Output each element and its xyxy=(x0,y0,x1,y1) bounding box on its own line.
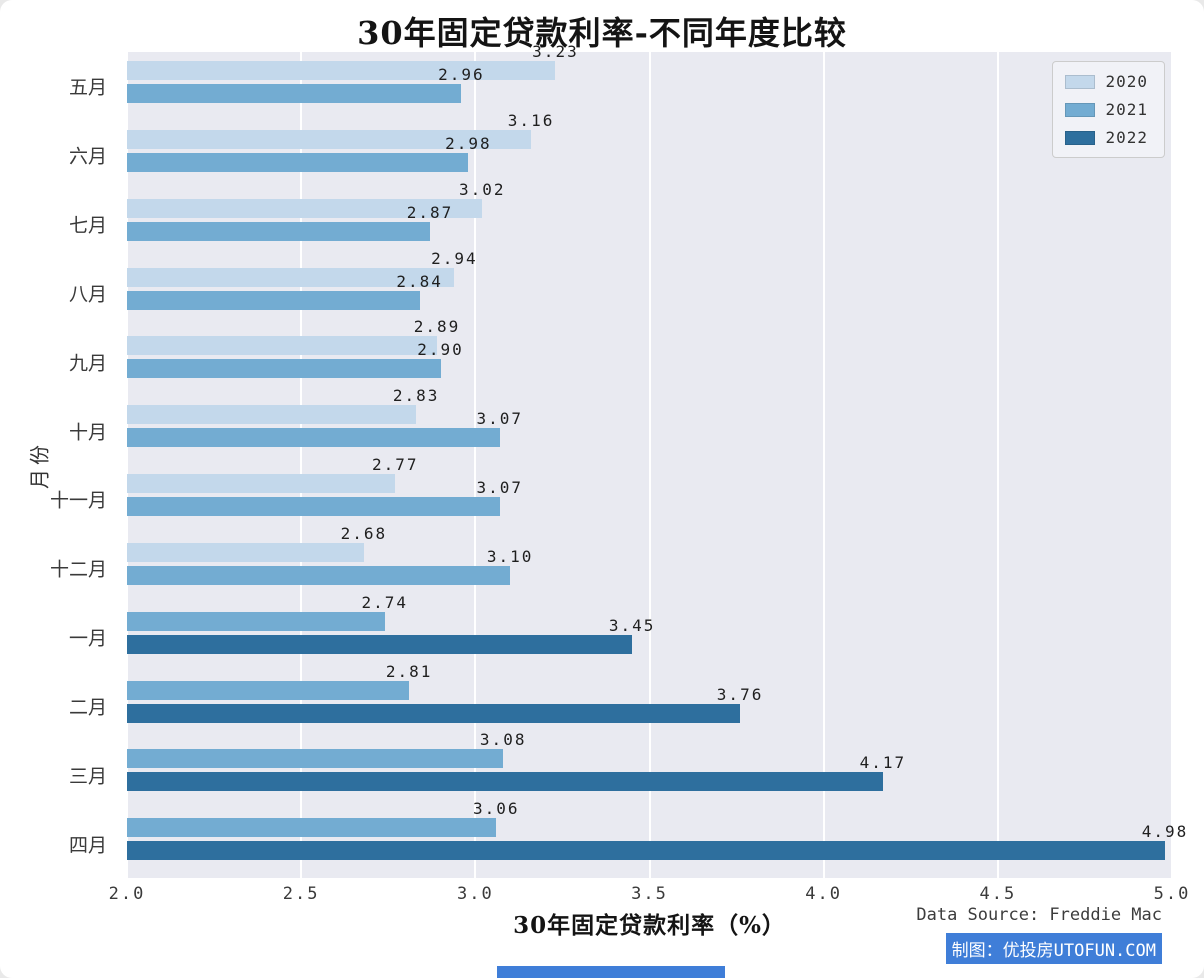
bar-value-label: 3.16 xyxy=(507,110,555,130)
bar-value-label: 3.10 xyxy=(486,546,534,566)
legend-entry-2022: 2022 xyxy=(1065,128,1148,147)
bar-2021-四月 xyxy=(127,818,497,838)
bar-value-label: 2.98 xyxy=(445,133,492,153)
x-axis-tick-row: 2.0 2.5 3.0 3.5 4.0 4.5 5.0 xyxy=(109,884,1189,910)
y-tick-label: 九月 xyxy=(68,352,107,375)
bar-value-label: 2.83 xyxy=(392,386,440,406)
bar-value-label: 3.07 xyxy=(476,478,523,497)
bar-2021-七月 xyxy=(127,221,431,241)
y-tick-label: 十一月 xyxy=(49,489,107,512)
bar-2021-十月 xyxy=(127,428,500,448)
x-tick-label: 4.0 xyxy=(805,884,843,904)
y-tick-label: 三月 xyxy=(68,765,107,788)
bar-value-label: 2.89 xyxy=(413,317,461,337)
bar-2020-六月 xyxy=(127,129,532,149)
gridline xyxy=(996,52,999,878)
bar-2022-一月 xyxy=(127,634,633,654)
legend-swatch-2020 xyxy=(1065,74,1096,89)
legend-entry-2020: 2020 xyxy=(1065,72,1148,91)
y-tick-label: 七月 xyxy=(68,214,107,237)
bar-value-label: 3.23 xyxy=(532,42,579,61)
chart-title: 30年固定贷款利率-不同年度比较 xyxy=(357,14,847,52)
selection-artifact xyxy=(497,966,725,978)
legend-swatch-2022 xyxy=(1065,130,1096,145)
bar-2020-九月 xyxy=(127,336,438,356)
bar-2020-七月 xyxy=(127,198,483,218)
y-tick-label: 二月 xyxy=(68,696,107,719)
bar-2022-四月 xyxy=(127,841,1166,861)
x-tick-label: 3.0 xyxy=(456,884,494,904)
bar-value-label: 3.45 xyxy=(608,615,656,635)
x-axis-title: 30年固定贷款利率（%） xyxy=(513,912,786,939)
legend-label: 2022 xyxy=(1105,128,1148,147)
y-tick-label: 一月 xyxy=(68,627,107,650)
legend-label: 2021 xyxy=(1105,100,1148,119)
y-tick-label: 八月 xyxy=(68,283,107,306)
legend: 2020 2021 2022 xyxy=(1052,61,1165,158)
bar-value-label: 2.81 xyxy=(385,661,433,681)
bar-value-label: 3.07 xyxy=(476,409,523,429)
bar-value-label: 2.94 xyxy=(431,248,478,268)
legend-entry-2021: 2021 xyxy=(1065,100,1148,119)
y-tick-label: 六月 xyxy=(68,145,107,168)
plot-area: 2020 2021 2022 3.23 2.96 3.16 2.98 3.02 2.87 2.9… xyxy=(126,43,1186,878)
bar-value-label: 3.76 xyxy=(716,684,764,704)
bar-value-label: 2.90 xyxy=(417,340,464,360)
gridline xyxy=(1171,52,1173,878)
bar-value-label: 2.74 xyxy=(361,592,409,612)
bar-2021-六月 xyxy=(127,152,469,172)
data-source-text: Data Source: Freddie Mac xyxy=(916,905,1162,925)
bar-2020-五月 xyxy=(127,61,556,80)
bar-value-label: 2.77 xyxy=(371,455,419,474)
x-tick-label: 4.5 xyxy=(979,884,1017,904)
bar-value-label: 4.17 xyxy=(859,753,907,773)
bar-2021-二月 xyxy=(127,680,410,700)
bar-2020-十一月 xyxy=(127,474,396,493)
bar-2022-三月 xyxy=(127,772,883,792)
bar-2020-十月 xyxy=(127,405,417,425)
bar-value-label: 2.87 xyxy=(406,202,454,222)
bar-value-label: 4.98 xyxy=(1141,822,1189,842)
legend-label: 2020 xyxy=(1105,72,1148,91)
legend-swatch-2021 xyxy=(1065,102,1096,117)
bar-2021-十二月 xyxy=(127,565,511,585)
x-tick-label: 3.5 xyxy=(631,884,668,904)
y-tick-label: 四月 xyxy=(68,834,107,857)
bar-2021-一月 xyxy=(127,611,385,631)
bar-value-label: 3.08 xyxy=(479,730,527,750)
y-axis-tick-col: 五月六月七月八月九月十月十一月十二月一月二月三月四月 xyxy=(0,52,117,878)
gridline xyxy=(126,52,128,878)
bar-2020-八月 xyxy=(127,267,455,287)
bar-2021-八月 xyxy=(127,290,420,310)
bar-2021-十一月 xyxy=(127,497,500,516)
bar-value-label: 3.06 xyxy=(472,799,520,819)
credit-text-highlighted: 制图：优投房UTOFUN.COM xyxy=(945,933,1162,964)
bar-value-label: 3.02 xyxy=(459,179,506,199)
bar-2021-三月 xyxy=(127,749,504,769)
bar-value-label: 2.96 xyxy=(438,65,485,84)
gridline xyxy=(474,52,477,878)
gridline xyxy=(648,52,651,878)
gridline xyxy=(822,52,825,878)
bar-2021-九月 xyxy=(127,359,441,379)
gridline xyxy=(300,52,303,878)
bar-2021-五月 xyxy=(127,84,462,103)
bar-2022-二月 xyxy=(127,703,741,723)
x-tick-label: 5.0 xyxy=(1153,884,1191,904)
x-tick-label: 2.5 xyxy=(282,884,320,904)
y-tick-label: 五月 xyxy=(68,76,107,99)
bar-value-label: 2.68 xyxy=(340,523,388,543)
bar-2020-十二月 xyxy=(127,542,364,562)
chart-footer: Data Source: Freddie Mac 制图：优投房UTOFUN.CO… xyxy=(916,905,1162,964)
y-tick-label: 十月 xyxy=(68,421,107,444)
bar-value-label: 2.84 xyxy=(396,271,443,291)
y-tick-label: 十二月 xyxy=(49,558,107,581)
x-tick-label: 2.0 xyxy=(108,884,146,904)
